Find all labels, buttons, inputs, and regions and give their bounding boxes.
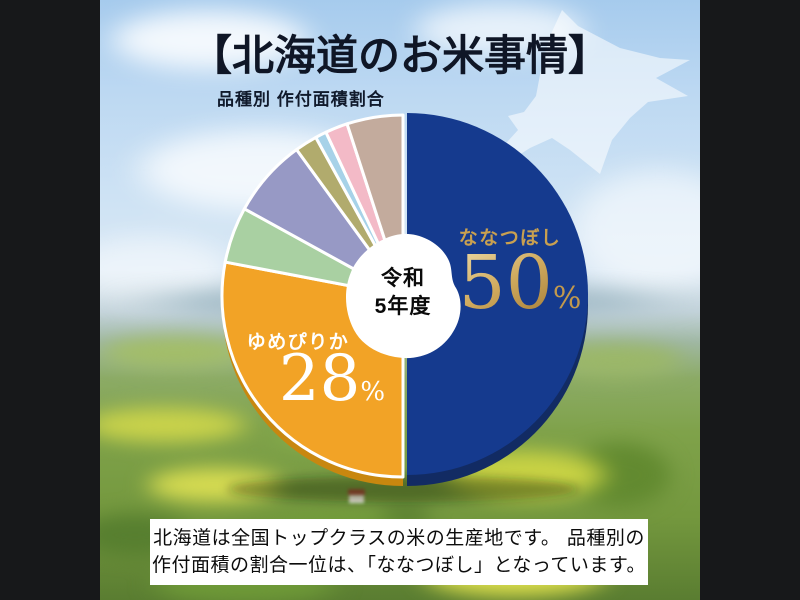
- slice-value-yumepirika-percent-sign: %: [360, 377, 386, 407]
- slice-value-yumepirika: 28%: [242, 347, 422, 424]
- slice-value-nanatsuboshi-number: 50: [458, 240, 553, 326]
- pie-slice-0: [407, 113, 588, 475]
- footer-note-line2: 作付面積の割合一位は、「ななつぼし」となっています。: [151, 554, 647, 576]
- footer-note-line1: 北海道は全国トップクラスの米の生産地です。 品種別の: [153, 527, 645, 549]
- infographic-canvas: 【北海道のお米事情】 品種別 作付面積割合 令和 5年度 ななつぼし 50% ゆ…: [100, 0, 700, 600]
- pie-center-year-label: 令和 5年度: [353, 265, 453, 321]
- footer-note-box: 北海道は全国トップクラスの米の生産地です。 品種別の 作付面積の割合一位は、「な…: [150, 519, 648, 585]
- hokkaido-island-silhouette: [498, 10, 690, 174]
- pie-chart: 令和 5年度 ななつぼし 50% ゆめぴりか 28%: [100, 0, 700, 600]
- letterbox-right: [700, 0, 800, 600]
- page-title: 【北海道のお米事情】: [189, 31, 610, 80]
- pie-center-hole: [345, 233, 461, 359]
- pie-chart-svg: [220, 113, 588, 502]
- slice-value-yumepirika-number: 28: [278, 342, 361, 416]
- era-line: 令和: [381, 267, 425, 290]
- slice-label-nanatsuboshi: ななつぼし: [458, 228, 562, 249]
- year-line: 5年度: [374, 295, 432, 318]
- slice-value-nanatsuboshi: 50%: [430, 246, 610, 336]
- letterbox-left: [0, 0, 100, 600]
- slice-value-nanatsuboshi-percent-sign: %: [552, 281, 582, 316]
- slice-label-yumepirika: ゆめぴりか: [246, 332, 350, 353]
- page-subtitle: 品種別 作付面積割合: [217, 90, 385, 109]
- pie-drop-shadow: [227, 476, 579, 502]
